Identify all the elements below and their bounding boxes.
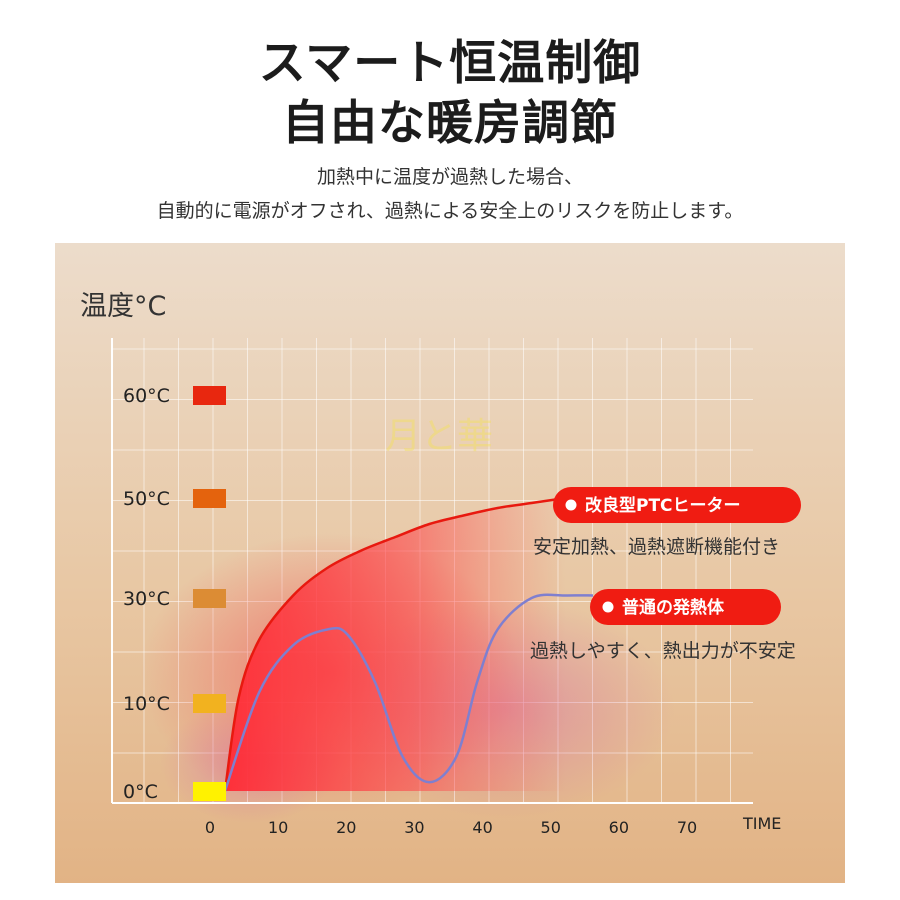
x-tick-label: 0 bbox=[205, 818, 215, 837]
subtitle-line2: 自動的に電源がオフされ、過熱による安全上のリスクを防止します。 bbox=[156, 200, 744, 222]
normal-heater-line bbox=[223, 593, 593, 792]
ptc-dot bbox=[565, 499, 577, 511]
watermark: 月と華 bbox=[385, 416, 493, 457]
chart-panel: 温度°C TIME 0 10 20 30 40 50 60 70 0°C 10°C 30°C 50°C 60… bbox=[55, 243, 845, 883]
y-level-marker bbox=[193, 694, 226, 713]
y-level-label: 50°C bbox=[123, 488, 170, 510]
x-tick-label: 40 bbox=[472, 818, 492, 837]
y-level-marker bbox=[193, 386, 226, 405]
y-axis-label: 温度°C bbox=[80, 291, 166, 322]
x-tick-label: 50 bbox=[541, 818, 561, 837]
subtitle-line1: 加熱中に温度が過熱した場合、 bbox=[316, 166, 583, 188]
axes: 温度°C TIME 0 10 20 30 40 50 60 70 0°C 10°C 30°C 50°C 60… bbox=[80, 291, 781, 837]
ptc-pill-label: 改良型PTCヒーター bbox=[585, 495, 741, 516]
x-tick-label: 10 bbox=[268, 818, 288, 837]
normal-heater-dot bbox=[602, 601, 614, 613]
normal-heater-description: 過熱しやすく、熱出力が不安定 bbox=[530, 640, 796, 662]
temperature-chart: 温度°C TIME 0 10 20 30 40 50 60 70 0°C 10°C 30°C 50°C 60… bbox=[80, 291, 801, 837]
ptc-line bbox=[223, 496, 566, 792]
y-level-label: 0°C bbox=[123, 781, 158, 803]
page-title-line1: スマート恒温制御 bbox=[258, 36, 642, 91]
normal-heater-pill-label: 普通の発熱体 bbox=[622, 597, 725, 618]
y-level-label: 60°C bbox=[123, 385, 170, 407]
x-tick-label: 30 bbox=[404, 818, 424, 837]
legend: 改良型PTCヒーター安定加熱、過熱遮断機能付き普通の発熱体過熱しやすく、熱出力が… bbox=[530, 487, 801, 662]
x-tick-label: 20 bbox=[336, 818, 356, 837]
y-level-marker bbox=[193, 782, 226, 801]
y-level-label: 30°C bbox=[123, 588, 170, 610]
ptc-area bbox=[225, 498, 566, 791]
x-tick-label: 60 bbox=[609, 818, 629, 837]
y-level-marker bbox=[193, 489, 226, 508]
series-layer bbox=[223, 496, 593, 792]
normal-heater-pill bbox=[590, 589, 781, 625]
y-level-marker bbox=[193, 589, 226, 608]
ptc-pill bbox=[553, 487, 801, 523]
x-axis-label: TIME bbox=[742, 814, 781, 833]
page-title-line2: 自由な暖房調節 bbox=[282, 96, 618, 151]
ptc-description: 安定加熱、過熱遮断機能付き bbox=[533, 536, 780, 558]
y-level-label: 10°C bbox=[123, 693, 170, 715]
x-tick-label: 70 bbox=[677, 818, 697, 837]
